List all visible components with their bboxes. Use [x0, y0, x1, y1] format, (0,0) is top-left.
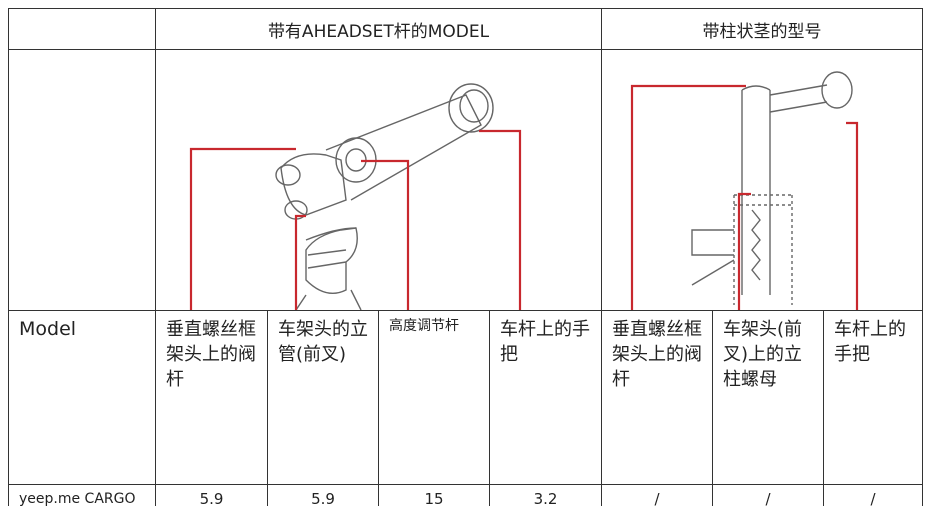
- value-cell: 3.2: [488, 484, 603, 506]
- column-label: 垂直螺丝框架头上的阀杆: [601, 310, 714, 485]
- value-cell: 15: [378, 484, 490, 506]
- group-header: 带柱状茎的型号: [601, 8, 924, 50]
- value-cell: /: [601, 484, 714, 506]
- empty-cell: [8, 49, 156, 311]
- value-cell: /: [712, 484, 825, 506]
- illustration-cell: [601, 49, 924, 311]
- value-cell: /: [823, 484, 924, 506]
- value-cell: 5.9: [155, 484, 268, 506]
- column-label: 车架头(前叉)上的立柱螺母: [712, 310, 825, 485]
- group-header: 带有AHEADSET杆的MODEL: [154, 8, 603, 50]
- model-name: yeep.me CARGO: [8, 484, 156, 506]
- column-label: 车架头的立管(前叉): [267, 310, 379, 485]
- illustration-cell: [154, 49, 603, 311]
- aheadset-stem-illustration: [189, 83, 522, 310]
- value-cell: 5.9: [267, 484, 379, 506]
- column-label: 车杆上的手把: [488, 310, 603, 485]
- column-label: Model: [8, 310, 156, 485]
- corner-cell: [8, 8, 156, 50]
- column-label: 垂直螺丝框架头上的阀杆: [155, 310, 268, 485]
- column-label: 高度调节杆: [378, 310, 490, 485]
- quill-stem-illustration: [630, 71, 859, 310]
- column-label: 车杆上的手把: [823, 310, 924, 485]
- spec-table: 带有AHEADSET杆的MODEL 带柱状茎的型号: [8, 8, 924, 506]
